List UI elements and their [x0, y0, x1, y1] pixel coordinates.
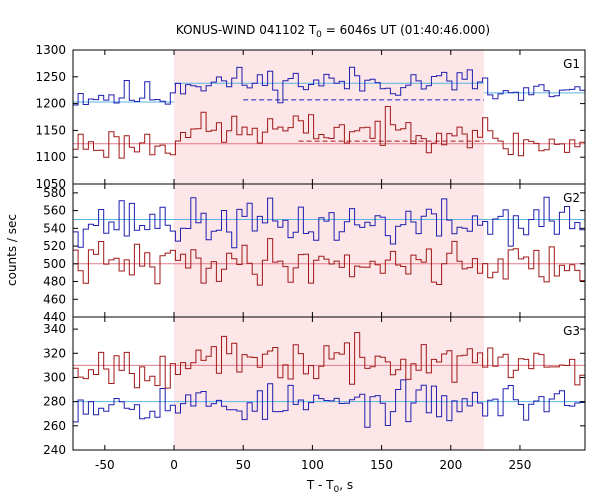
burst-interval-shade	[174, 184, 484, 317]
x-axis-label: T - T0, s	[306, 478, 353, 495]
burst-interval-shade	[174, 317, 484, 450]
y-tick-label: 1150	[35, 123, 66, 137]
y-tick-label: 1100	[35, 150, 66, 164]
y-tick-label: 300	[43, 370, 66, 384]
panel-label: G1	[563, 57, 580, 71]
y-tick-label: 1250	[35, 70, 66, 84]
y-tick-label: 240	[43, 443, 66, 457]
y-tick-label: 260	[43, 419, 66, 433]
y-tick-label: 1050	[35, 177, 66, 191]
y-tick-label: 500	[43, 257, 66, 271]
burst-interval-shade	[174, 50, 484, 184]
light-curve-blue	[73, 379, 586, 428]
x-tick-label: 100	[301, 458, 324, 472]
panel-g1: 1050 1100 1150 1200 1250 1300 G1	[35, 43, 586, 191]
y-tick-label: 520	[43, 239, 66, 253]
y-tick-label: 440	[43, 310, 66, 324]
x-tick-label: 50	[236, 458, 251, 472]
x-tick-label: 250	[509, 458, 532, 472]
y-tick-label: 1200	[35, 97, 66, 111]
light-curve-blue	[73, 196, 586, 249]
y-axis-label: counts / sec	[5, 214, 19, 286]
y-tick-label: 580	[43, 186, 66, 200]
chart-title: KONUS-WIND 041102 T0 = 6046s UT (01:40:4…	[176, 23, 490, 40]
y-tick-label: 480	[43, 275, 66, 289]
y-tick-label: 320	[43, 346, 66, 360]
panel-label: G3	[563, 324, 580, 338]
x-tick-label: 150	[370, 458, 393, 472]
panel-frame	[72, 316, 586, 451]
panel-g3: 240 260 280 300 320 340 G3	[43, 316, 586, 457]
y-tick-label: 1300	[35, 43, 66, 57]
y-tick-label: 340	[43, 322, 66, 336]
y-tick-label: 560	[43, 204, 66, 218]
x-tick-label: -50	[95, 458, 115, 472]
panel-label: G2	[563, 191, 580, 205]
light-curve-red	[73, 106, 586, 159]
y-tick-label: 460	[43, 292, 66, 306]
light-curve-red	[73, 332, 586, 389]
light-curve-red	[73, 238, 586, 286]
x-tick-label: 0	[170, 458, 178, 472]
panels-group: 105011001150120012501300G144046048050052…	[35, 43, 586, 472]
y-tick-label: 280	[43, 395, 66, 409]
y-tick-label: 540	[43, 221, 66, 235]
x-tick-label: 200	[439, 458, 462, 472]
light-curve-blue	[73, 66, 586, 107]
panel-g2: 440 460 480 500 520 540 560 580 G2	[43, 183, 586, 324]
